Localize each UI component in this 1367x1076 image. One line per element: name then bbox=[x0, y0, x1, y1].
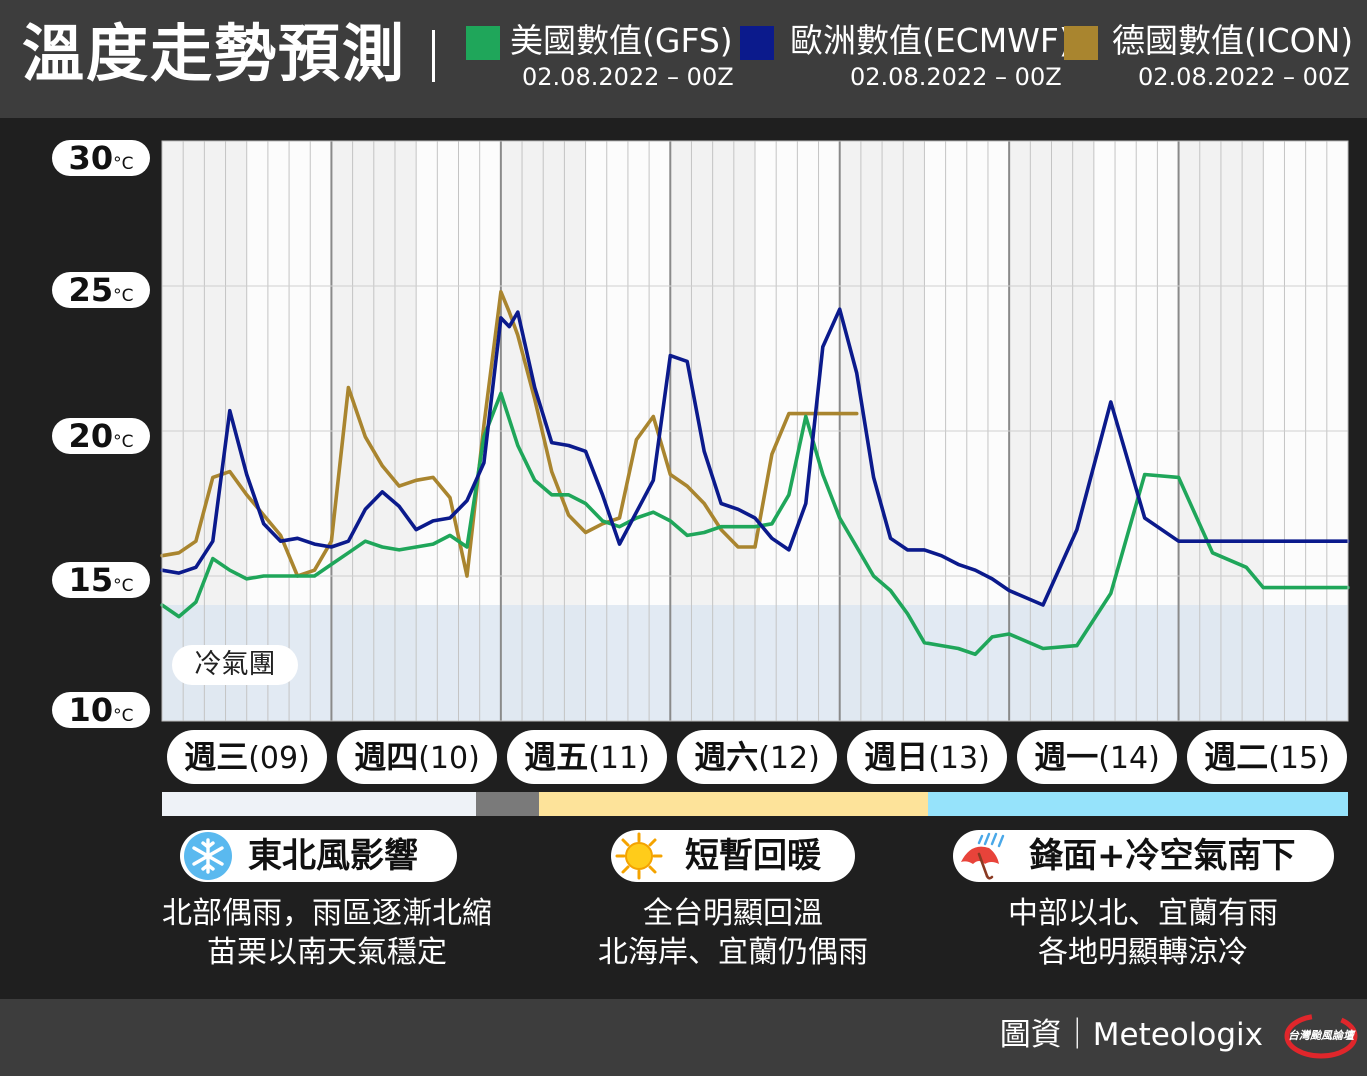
phase-bar-transition bbox=[476, 792, 539, 816]
y-tick-25-unit: °C bbox=[113, 286, 134, 306]
legend-label-ecmwf: 歐洲數值(ECMWF) bbox=[790, 21, 1072, 60]
header-bar: 溫度走勢預測 美國數值(GFS) 02.08.2022 – 00Z 歐洲數值(E… bbox=[0, 0, 1367, 118]
series-line-ecmwf bbox=[160, 307, 1350, 607]
y-tick-10-unit: °C bbox=[113, 706, 134, 726]
phase-description-warming: 全台明顯回溫 北海岸、宜蘭仍偶雨 bbox=[553, 894, 913, 972]
day-date: (13) bbox=[928, 741, 990, 776]
y-tick-30: 30°C bbox=[52, 140, 150, 176]
day-label-sun: 週日(13) bbox=[847, 730, 1007, 784]
y-tick-10: 10°C bbox=[52, 692, 150, 728]
legend-item-ecmwf: 歐洲數值(ECMWF) 02.08.2022 – 00Z bbox=[740, 16, 1072, 106]
phase-pill-northeast-wind: 東北風影響 bbox=[180, 830, 457, 882]
y-tick-30-unit: °C bbox=[113, 154, 134, 174]
source-credit: 圖資｜Meteologix bbox=[999, 1017, 1263, 1053]
day-date: (11) bbox=[588, 741, 650, 776]
phase-bar-warming bbox=[539, 792, 928, 816]
description-line: 全台明顯回溫 bbox=[643, 896, 823, 931]
day-date: (10) bbox=[418, 741, 480, 776]
day-date: (12) bbox=[758, 741, 820, 776]
day-label-mon: 週一(14) bbox=[1017, 730, 1177, 784]
day-label-fri: 週五(11) bbox=[507, 730, 667, 784]
series-line-gfs bbox=[160, 391, 1350, 657]
legend-date-gfs: 02.08.2022 – 00Z bbox=[522, 63, 734, 91]
legend-label-icon: 德國數值(ICON) bbox=[1112, 21, 1354, 60]
footer-bar: 圖資｜Meteologix 台灣颱風論壇 bbox=[0, 999, 1367, 1076]
chart-title: 溫度走勢預測 bbox=[22, 17, 407, 90]
legend-item-icon: 德國數值(ICON) 02.08.2022 – 00Z bbox=[1064, 16, 1354, 106]
forum-logo: 台灣颱風論壇 bbox=[1284, 1011, 1358, 1061]
day-label-sat: 週六(12) bbox=[677, 730, 837, 784]
y-tick-25: 25°C bbox=[52, 272, 150, 308]
day-name: 週二 bbox=[1204, 738, 1269, 776]
description-line: 北海岸、宜蘭仍偶雨 bbox=[598, 935, 868, 970]
series-line-icon bbox=[160, 290, 859, 578]
umbrella-rain-icon bbox=[957, 832, 1005, 880]
phase-description-front: 中部以北、宜蘭有雨 各地明顯轉涼冷 bbox=[963, 894, 1323, 972]
y-tick-25-value: 25 bbox=[68, 271, 114, 309]
temperature-plot bbox=[160, 140, 1350, 722]
legend-item-gfs: 美國數值(GFS) 02.08.2022 – 00Z bbox=[466, 16, 734, 106]
day-name: 週一 bbox=[1034, 738, 1099, 776]
day-name: 週三 bbox=[184, 738, 249, 776]
cold-air-label: 冷氣團 bbox=[172, 645, 298, 685]
phase-pill-front: 鋒面+冷空氣南下 bbox=[953, 830, 1334, 882]
phase-pill-warming: 短暫回暖 bbox=[611, 830, 855, 882]
sun-icon bbox=[615, 832, 663, 880]
y-tick-15-value: 15 bbox=[68, 561, 114, 599]
phase-title: 東北風影響 bbox=[248, 836, 418, 876]
title-divider bbox=[432, 30, 435, 82]
legend-date-ecmwf: 02.08.2022 – 00Z bbox=[850, 63, 1062, 91]
y-tick-20: 20°C bbox=[52, 418, 150, 454]
day-date: (14) bbox=[1098, 741, 1160, 776]
y-tick-10-value: 10 bbox=[68, 691, 114, 729]
snowflake-icon bbox=[184, 832, 232, 880]
y-tick-20-value: 20 bbox=[68, 417, 114, 455]
series-group bbox=[160, 290, 1350, 657]
description-line: 苗栗以南天氣穩定 bbox=[207, 935, 447, 970]
y-tick-20-unit: °C bbox=[113, 432, 134, 452]
phase-title: 短暫回暖 bbox=[685, 836, 821, 876]
legend-swatch-ecmwf bbox=[740, 26, 774, 60]
phase-bar-front bbox=[928, 792, 1348, 816]
y-tick-15-unit: °C bbox=[113, 576, 134, 596]
description-line: 各地明顯轉涼冷 bbox=[1038, 935, 1248, 970]
description-line: 北部偶雨，雨區逐漸北縮 bbox=[162, 896, 492, 931]
y-tick-15: 15°C bbox=[52, 562, 150, 598]
phase-description-northeast-wind: 北部偶雨，雨區逐漸北縮 苗栗以南天氣穩定 bbox=[122, 894, 532, 972]
day-name: 週六 bbox=[694, 738, 759, 776]
logo-text: 台灣颱風論壇 bbox=[1288, 1029, 1354, 1042]
legend-swatch-gfs bbox=[466, 26, 500, 60]
phase-bar-northeast-wind bbox=[162, 792, 476, 816]
legend-swatch-icon bbox=[1064, 26, 1098, 60]
legend-date-icon: 02.08.2022 – 00Z bbox=[1138, 63, 1350, 91]
day-label-tue: 週二(15) bbox=[1187, 730, 1347, 784]
plot-border bbox=[161, 140, 1349, 722]
day-name: 週日 bbox=[864, 738, 929, 776]
phase-title: 鋒面+冷空氣南下 bbox=[1029, 836, 1296, 876]
day-name: 週五 bbox=[524, 738, 589, 776]
day-name: 週四 bbox=[354, 738, 419, 776]
description-line: 中部以北、宜蘭有雨 bbox=[1008, 896, 1278, 931]
y-tick-30-value: 30 bbox=[68, 139, 114, 177]
day-date: (09) bbox=[248, 741, 310, 776]
day-date: (15) bbox=[1268, 741, 1330, 776]
legend-label-gfs: 美國數值(GFS) bbox=[510, 21, 733, 60]
day-label-wed: 週三(09) bbox=[167, 730, 327, 784]
day-label-thu: 週四(10) bbox=[337, 730, 497, 784]
